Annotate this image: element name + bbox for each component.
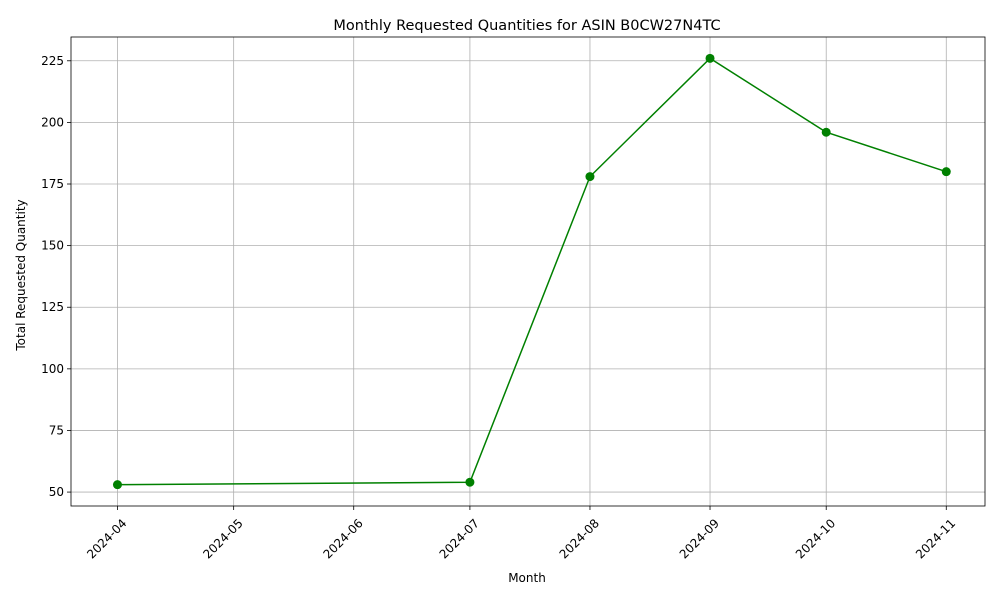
data-point: [941, 167, 951, 177]
plot-frame: [70, 36, 986, 507]
axes: [67, 36, 986, 510]
y-tick-label: 175: [41, 177, 64, 191]
y-tick-label: 75: [49, 423, 64, 437]
y-tick-label: 225: [41, 54, 64, 68]
grid: [71, 37, 985, 506]
y-tick-label: 200: [41, 115, 64, 129]
y-tick-label: 150: [41, 239, 64, 253]
y-tick-label: 50: [49, 485, 64, 499]
y-tick-label: 125: [41, 300, 64, 314]
series-line: [117, 57, 947, 486]
data-point: [465, 477, 475, 487]
chart-title: Monthly Requested Quantities for ASIN B0…: [333, 18, 720, 34]
y-axis-label: Total Requested Quantity: [14, 199, 28, 351]
x-axis-label: Month: [508, 571, 546, 585]
data-series: [112, 53, 951, 490]
data-point: [585, 172, 595, 182]
y-tick-label: 100: [41, 362, 64, 376]
data-point: [705, 53, 715, 63]
data-point: [821, 127, 831, 137]
data-point: [112, 480, 122, 490]
